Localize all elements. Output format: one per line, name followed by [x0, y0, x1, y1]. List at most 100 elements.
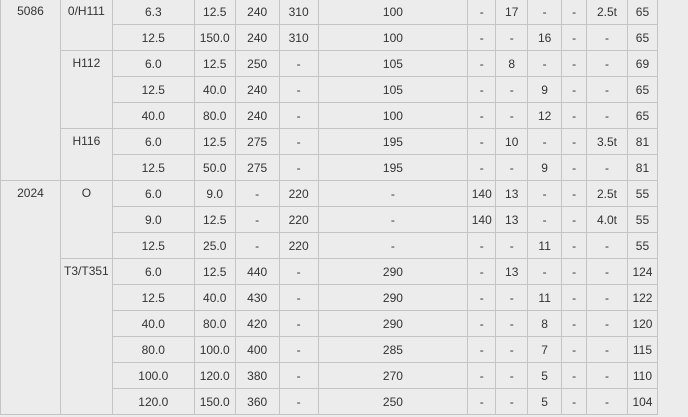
elongation-a5-cell: 5	[527, 388, 563, 415]
alloy-cell: 2024	[0, 180, 61, 415]
bend-180-radius-cell: 4.0t	[586, 206, 628, 233]
hardness-cell: 120	[626, 310, 658, 337]
table-row: T3/T351 6.0 12.5 440-290-13- - -124	[1, 258, 688, 415]
table-row: 12.5 25.0-220- - -11- -55	[1, 232, 688, 259]
bend-180-cell: -	[561, 154, 588, 181]
thickness-from-cell: 12.5	[111, 76, 195, 103]
yield-min-cell: 195	[317, 128, 469, 155]
tensile-min-cell: 240	[234, 102, 280, 129]
elongation-a5-cell: 11	[527, 232, 563, 259]
elongation-a5-cell: 11	[527, 284, 563, 311]
elongation-a50-cell: -	[495, 284, 529, 311]
bend-180-cell: -	[561, 24, 588, 51]
yield-max-cell: -	[467, 336, 497, 363]
tensile-min-cell: 380	[234, 362, 280, 389]
bend-180-cell: -	[561, 50, 588, 77]
bend-180-cell: -	[561, 362, 588, 389]
tensile-min-cell: -	[234, 206, 280, 233]
yield-min-cell: 100	[317, 24, 469, 51]
elongation-a50-cell: -	[495, 336, 529, 363]
yield-max-cell: -	[467, 310, 497, 337]
tensile-min-cell: 420	[234, 310, 280, 337]
bend-180-cell: -	[561, 388, 588, 415]
hardness-cell: 65	[626, 102, 658, 129]
hardness-cell: 55	[626, 180, 658, 207]
elongation-a50-cell: -	[495, 24, 529, 51]
tensile-max-cell: -	[278, 388, 319, 415]
tensile-min-cell: 440	[234, 258, 280, 285]
elongation-a50-cell: 10	[495, 128, 529, 155]
hardness-cell: 65	[626, 24, 658, 51]
elongation-a5-cell: 8	[527, 310, 563, 337]
thickness-from-cell: 6.0	[111, 258, 195, 285]
thickness-from-cell: 40.0	[111, 102, 195, 129]
elongation-a50-cell: -	[495, 362, 529, 389]
tensile-max-cell: 220	[278, 232, 319, 259]
thickness-from-cell: 6.0	[111, 180, 195, 207]
yield-max-cell: -	[467, 76, 497, 103]
elongation-a5-cell: -	[527, 206, 563, 233]
tensile-max-cell: -	[278, 102, 319, 129]
yield-min-cell: 290	[317, 284, 469, 311]
elongation-a5-cell: 9	[527, 154, 563, 181]
thickness-from-cell: 6.0	[111, 128, 195, 155]
elongation-a50-cell: -	[495, 232, 529, 259]
yield-max-cell: -	[467, 50, 497, 77]
tensile-max-cell: -	[278, 310, 319, 337]
elongation-a50-cell: -	[495, 76, 529, 103]
yield-min-cell: 290	[317, 258, 469, 285]
thickness-to-cell: 12.5	[193, 0, 236, 25]
hardness-cell: 104	[626, 388, 658, 415]
thickness-to-cell: 150.0	[193, 24, 236, 51]
thickness-from-cell: 80.0	[111, 336, 195, 363]
tensile-max-cell: -	[278, 154, 319, 181]
hardness-cell: 55	[626, 206, 658, 233]
tensile-max-cell: -	[278, 128, 319, 155]
thickness-from-cell: 120.0	[111, 388, 195, 415]
elongation-a50-cell: 13	[495, 180, 529, 207]
tensile-min-cell: 360	[234, 388, 280, 415]
table-row: H112 6.0 12.5 250-105-8- - -69	[1, 50, 688, 129]
thickness-from-cell: 100.0	[111, 362, 195, 389]
elongation-a50-cell: 8	[495, 50, 529, 77]
thickness-to-cell: 80.0	[193, 310, 236, 337]
yield-max-cell: -	[467, 154, 497, 181]
elongation-a50-cell: -	[495, 388, 529, 415]
bend-180-radius-cell: -	[586, 102, 628, 129]
hardness-cell: 55	[626, 232, 658, 259]
hardness-cell: 69	[626, 50, 658, 77]
hardness-cell: 124	[626, 258, 658, 285]
tensile-max-cell: -	[278, 76, 319, 103]
temper-cell: 0/H111	[59, 0, 113, 51]
tensile-min-cell: -	[234, 180, 280, 207]
bend-180-cell: -	[561, 0, 588, 25]
thickness-to-cell: 9.0	[193, 180, 236, 207]
tensile-max-cell: 220	[278, 206, 319, 233]
tensile-max-cell: 310	[278, 24, 319, 51]
bend-180-radius-cell: -	[586, 24, 628, 51]
bend-180-radius-cell: 2.5t	[586, 0, 628, 25]
yield-max-cell: -	[467, 232, 497, 259]
bend-180-radius-cell: -	[586, 258, 628, 285]
yield-max-cell: -	[467, 102, 497, 129]
elongation-a5-cell: 16	[527, 24, 563, 51]
tensile-min-cell: 430	[234, 284, 280, 311]
table-row: 12.5 50.0 275-195- -9- -81	[1, 154, 688, 181]
hardness-cell: 65	[626, 76, 658, 103]
yield-min-cell: -	[317, 180, 469, 207]
yield-min-cell: 270	[317, 362, 469, 389]
hardness-cell: 110	[626, 362, 658, 389]
bend-180-radius-cell: -	[586, 388, 628, 415]
thickness-to-cell: 40.0	[193, 76, 236, 103]
elongation-a5-cell: -	[527, 180, 563, 207]
table-row: 9.0 12.5-220-140 13- -4.0t 55	[1, 206, 688, 233]
elongation-a5-cell: 9	[527, 76, 563, 103]
thickness-to-cell: 12.5	[193, 128, 236, 155]
thickness-to-cell: 120.0	[193, 362, 236, 389]
thickness-to-cell: 12.5	[193, 50, 236, 77]
elongation-a50-cell: 13	[495, 258, 529, 285]
hardness-cell: 122	[626, 284, 658, 311]
table-row: 120.0 150.0 360-250- -5- -104	[1, 388, 688, 415]
